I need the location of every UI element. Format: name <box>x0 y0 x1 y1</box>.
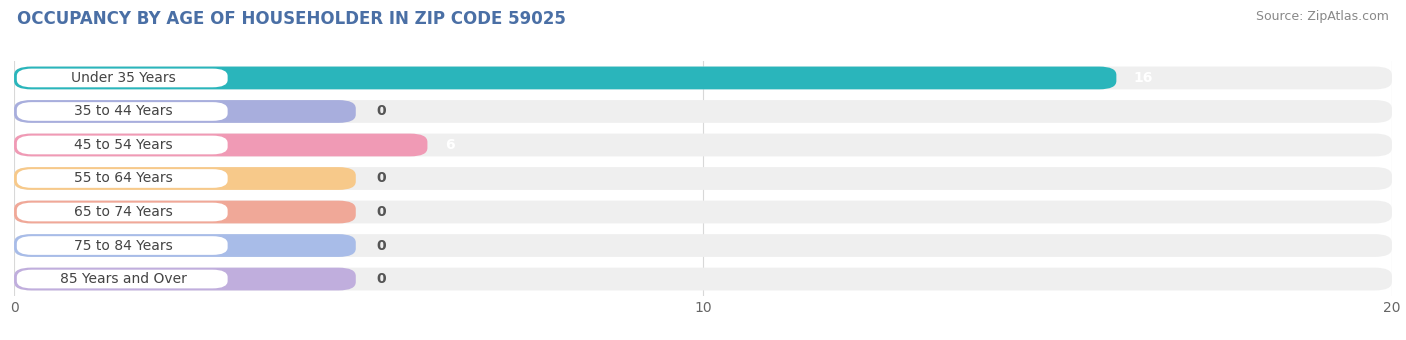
FancyBboxPatch shape <box>17 169 228 188</box>
FancyBboxPatch shape <box>17 203 228 221</box>
Text: 0: 0 <box>377 272 387 286</box>
FancyBboxPatch shape <box>17 236 228 255</box>
FancyBboxPatch shape <box>14 268 1392 290</box>
Text: OCCUPANCY BY AGE OF HOUSEHOLDER IN ZIP CODE 59025: OCCUPANCY BY AGE OF HOUSEHOLDER IN ZIP C… <box>17 10 565 28</box>
Text: 16: 16 <box>1133 71 1153 85</box>
Text: 0: 0 <box>377 104 387 118</box>
FancyBboxPatch shape <box>14 167 1392 190</box>
FancyBboxPatch shape <box>14 201 356 223</box>
FancyBboxPatch shape <box>14 234 1392 257</box>
FancyBboxPatch shape <box>17 136 228 154</box>
FancyBboxPatch shape <box>14 268 356 290</box>
Text: Under 35 Years: Under 35 Years <box>72 71 176 85</box>
Text: 0: 0 <box>377 239 387 253</box>
Text: 65 to 74 Years: 65 to 74 Years <box>75 205 173 219</box>
Text: 35 to 44 Years: 35 to 44 Years <box>75 104 173 118</box>
Text: 45 to 54 Years: 45 to 54 Years <box>75 138 173 152</box>
FancyBboxPatch shape <box>14 201 1392 223</box>
FancyBboxPatch shape <box>17 102 228 121</box>
FancyBboxPatch shape <box>14 100 356 123</box>
FancyBboxPatch shape <box>14 134 1392 156</box>
Text: 85 Years and Over: 85 Years and Over <box>60 272 187 286</box>
Text: 0: 0 <box>377 171 387 186</box>
FancyBboxPatch shape <box>14 67 1392 89</box>
Text: 75 to 84 Years: 75 to 84 Years <box>75 239 173 253</box>
FancyBboxPatch shape <box>14 67 1116 89</box>
FancyBboxPatch shape <box>14 100 1392 123</box>
FancyBboxPatch shape <box>14 167 356 190</box>
Text: 0: 0 <box>377 205 387 219</box>
Text: 55 to 64 Years: 55 to 64 Years <box>75 171 173 186</box>
Text: Source: ZipAtlas.com: Source: ZipAtlas.com <box>1256 10 1389 23</box>
FancyBboxPatch shape <box>14 134 427 156</box>
FancyBboxPatch shape <box>14 234 356 257</box>
FancyBboxPatch shape <box>17 270 228 288</box>
FancyBboxPatch shape <box>17 69 228 87</box>
Text: 6: 6 <box>444 138 454 152</box>
